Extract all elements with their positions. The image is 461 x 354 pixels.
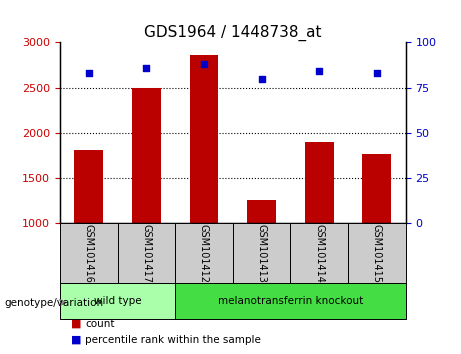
Point: [200, 61, 207, 67]
Text: GSM101414: GSM101414: [314, 224, 324, 282]
Bar: [118, 223, 175, 283]
Text: count: count: [85, 319, 115, 329]
Text: GSM101413: GSM101413: [257, 224, 266, 282]
Text: ■: ■: [71, 319, 82, 329]
Text: GSM101417: GSM101417: [142, 224, 151, 282]
Bar: [305, 142, 334, 223]
Bar: [74, 150, 103, 223]
Bar: [362, 154, 391, 223]
Text: percentile rank within the sample: percentile rank within the sample: [85, 335, 261, 345]
Bar: [175, 283, 406, 319]
Title: GDS1964 / 1448738_at: GDS1964 / 1448738_at: [144, 25, 322, 41]
Text: ■: ■: [71, 335, 82, 345]
Text: GSM101415: GSM101415: [372, 224, 382, 282]
Bar: [175, 223, 233, 283]
Bar: [132, 88, 161, 223]
Bar: [189, 55, 219, 223]
Bar: [290, 223, 348, 283]
Bar: [348, 223, 406, 283]
Bar: [247, 200, 276, 223]
Text: GSM101412: GSM101412: [199, 224, 209, 282]
Point: [85, 70, 92, 76]
Text: GSM101416: GSM101416: [84, 224, 94, 282]
Point: [373, 70, 381, 76]
Bar: [233, 223, 290, 283]
Bar: [60, 283, 175, 319]
Point: [315, 69, 323, 74]
Point: [258, 76, 266, 81]
Point: [142, 65, 150, 70]
Text: wild type: wild type: [94, 296, 142, 306]
Text: genotype/variation: genotype/variation: [5, 298, 104, 308]
Bar: [60, 223, 118, 283]
Text: melanotransferrin knockout: melanotransferrin knockout: [218, 296, 363, 306]
